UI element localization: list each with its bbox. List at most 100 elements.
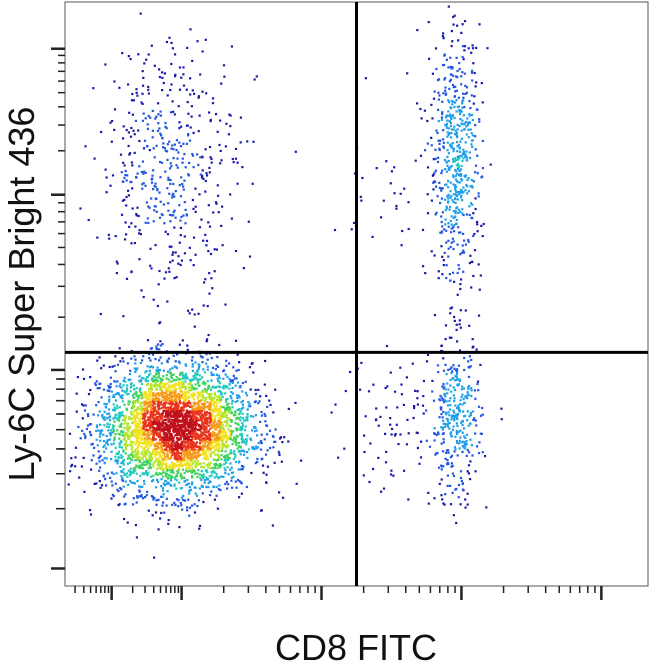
event-dot	[457, 430, 460, 433]
event-dot	[149, 387, 152, 390]
event-dot	[266, 449, 269, 452]
event-dot	[171, 468, 174, 471]
event-dot	[148, 458, 151, 461]
event-dot	[142, 408, 145, 411]
event-dot	[454, 201, 457, 204]
event-dot	[194, 253, 197, 256]
event-dot	[450, 128, 453, 131]
event-dot	[453, 223, 456, 227]
event-dot	[184, 435, 187, 438]
event-dot	[230, 431, 233, 434]
event-dot	[472, 62, 475, 65]
event-dot	[461, 482, 464, 485]
event-dot	[210, 439, 214, 442]
event-dot	[461, 385, 464, 388]
event-dot	[178, 400, 181, 403]
event-dot	[454, 188, 457, 191]
event-dot	[105, 406, 108, 409]
event-dot	[260, 433, 263, 436]
event-dot	[129, 425, 132, 429]
event-dot	[188, 402, 191, 405]
event-dot	[205, 458, 208, 461]
event-dot	[129, 57, 132, 61]
event-dot	[138, 388, 141, 391]
event-dot	[446, 459, 449, 462]
event-dot	[195, 422, 198, 426]
event-dot	[474, 207, 477, 211]
event-dot	[226, 487, 229, 490]
event-dot	[161, 495, 164, 498]
event-dot	[176, 464, 180, 467]
event-dot	[278, 453, 281, 456]
event-dot	[380, 216, 383, 219]
event-dot	[226, 408, 229, 411]
event-dot	[81, 417, 84, 420]
event-dot	[456, 413, 460, 416]
event-dot	[413, 406, 416, 410]
event-dot	[209, 388, 212, 392]
event-dot	[132, 384, 136, 387]
event-dot	[220, 475, 223, 478]
event-dot	[450, 306, 454, 309]
event-dot	[142, 147, 146, 150]
event-dot	[360, 199, 363, 202]
event-dot	[184, 394, 187, 397]
event-dot	[130, 385, 133, 388]
event-dot	[129, 473, 132, 476]
event-dot	[462, 251, 466, 254]
event-dot	[178, 526, 181, 529]
event-dot	[89, 513, 93, 516]
event-dot	[134, 436, 137, 439]
event-dot	[161, 393, 164, 396]
event-dot	[194, 371, 197, 375]
event-dot	[463, 45, 467, 48]
event-dot	[160, 495, 163, 498]
event-dot	[90, 468, 93, 471]
event-dot	[204, 456, 207, 459]
event-dot	[159, 450, 163, 453]
event-dot	[108, 438, 112, 441]
event-dot	[191, 405, 194, 408]
event-dot	[212, 446, 215, 449]
event-dot	[451, 377, 454, 380]
event-dot	[158, 68, 161, 71]
event-dot	[181, 450, 184, 453]
event-dot	[133, 151, 136, 154]
event-dot	[126, 389, 129, 392]
event-dot	[166, 187, 169, 190]
event-dot	[127, 194, 130, 197]
event-dot	[155, 345, 158, 348]
event-dot	[239, 410, 242, 413]
event-dot	[254, 400, 257, 403]
event-dot	[181, 415, 184, 418]
event-dot	[452, 514, 455, 517]
event-dot	[241, 417, 244, 420]
event-dot	[477, 452, 481, 455]
event-dot	[145, 383, 149, 387]
event-dot	[471, 203, 474, 206]
event-dot	[168, 417, 171, 420]
event-dot	[238, 445, 242, 448]
event-dot	[212, 421, 215, 424]
event-dot	[131, 459, 134, 462]
event-dot	[147, 390, 150, 393]
event-dot	[389, 417, 392, 420]
event-dot	[204, 413, 207, 416]
event-dot	[205, 425, 208, 429]
event-dot	[451, 83, 455, 87]
event-dot	[148, 441, 151, 444]
event-dot	[187, 445, 190, 448]
event-dot	[214, 406, 217, 409]
event-dot	[226, 422, 229, 425]
event-dot	[152, 430, 155, 433]
event-dot	[156, 428, 159, 431]
event-dot	[186, 438, 189, 441]
event-dot	[156, 400, 159, 403]
event-dot	[191, 467, 194, 471]
event-dot	[208, 404, 211, 408]
event-dot	[148, 454, 151, 457]
event-dot	[208, 403, 211, 406]
event-dot	[79, 207, 82, 210]
event-dot	[107, 384, 110, 388]
event-dot	[145, 494, 148, 497]
